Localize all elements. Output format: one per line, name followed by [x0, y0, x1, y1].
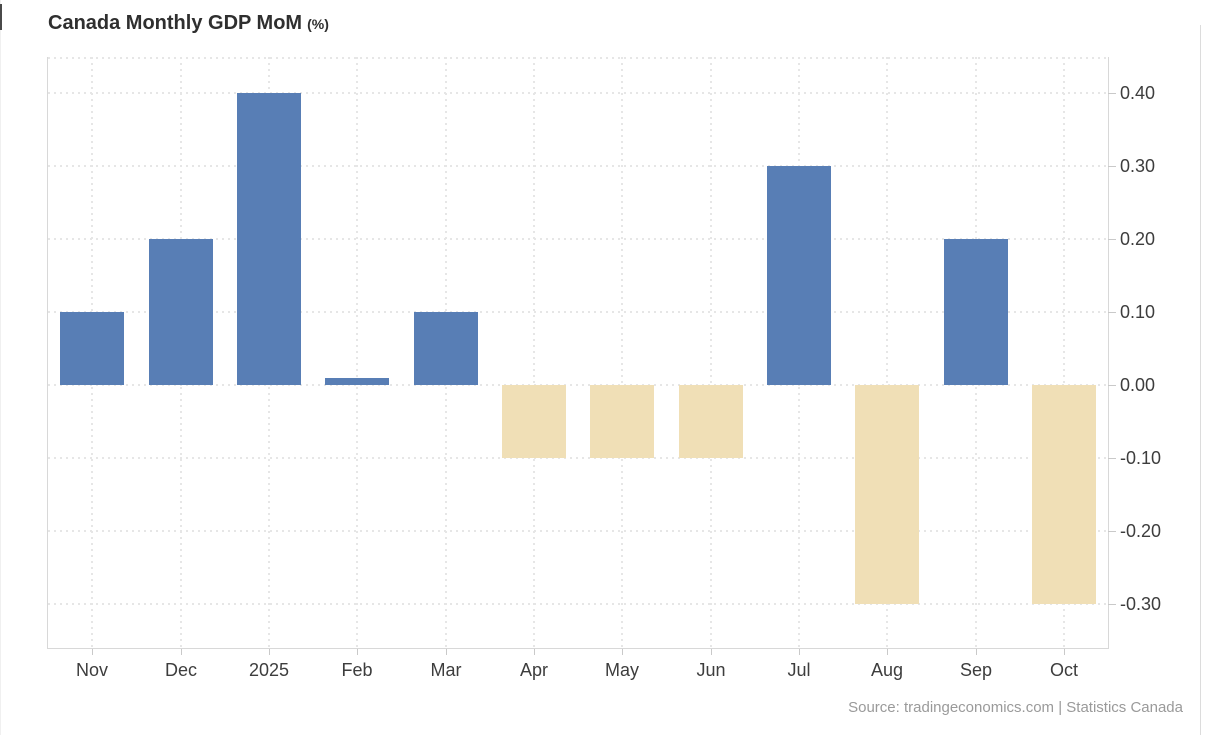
source-attribution: Source: tradingeconomics.com | Statistic…: [848, 699, 1183, 716]
bar-May[interactable]: [590, 385, 654, 458]
x-axis-label: Jul: [787, 660, 811, 680]
y-axis-tick: [1108, 531, 1116, 532]
y-axis-label: -0.10: [1120, 448, 1162, 468]
bar-2025[interactable]: [237, 93, 301, 385]
bar-Nov[interactable]: [60, 312, 124, 385]
y-gridline: [48, 384, 1108, 386]
y-axis-tick: [1108, 239, 1116, 240]
x-axis-label: Apr: [519, 660, 548, 680]
y-axis-tick: [1108, 604, 1116, 605]
chart-title: Canada Monthly GDP MoM (%): [48, 12, 329, 35]
y-gridline: [48, 603, 1108, 605]
y-axis-label: -0.30: [1120, 594, 1162, 614]
x-axis-tick: [181, 649, 182, 655]
y-axis-tick: [1108, 93, 1116, 94]
right-axis-line: [1108, 57, 1109, 648]
bar-Apr[interactable]: [502, 385, 566, 458]
chart-title-unit: (%): [307, 16, 329, 32]
bar-Mar[interactable]: [414, 312, 478, 385]
x-axis-tick: [622, 649, 623, 655]
y-axis-label: 0.10: [1120, 302, 1156, 322]
bar-Jul[interactable]: [767, 166, 831, 385]
y-gridline: [48, 165, 1108, 167]
x-gridline: [621, 57, 623, 648]
x-axis-tick: [799, 649, 800, 655]
bar-Oct[interactable]: [1032, 385, 1096, 604]
left-axis-line: [47, 57, 48, 648]
y-axis-label: 0.00: [1120, 375, 1156, 395]
x-gridline: [886, 57, 888, 648]
bottom-axis-line: [47, 648, 1109, 649]
x-axis-tick: [976, 649, 977, 655]
x-axis-label: Nov: [75, 660, 108, 680]
y-axis-tick: [1108, 458, 1116, 459]
x-gridline: [1063, 57, 1065, 648]
y-gridline: [48, 457, 1108, 459]
x-axis-tick: [887, 649, 888, 655]
y-axis-tick: [1108, 312, 1116, 313]
y-gridline: [48, 311, 1108, 313]
x-axis-label: Aug: [870, 660, 904, 680]
x-axis-label: Oct: [1049, 660, 1078, 680]
bar-Aug[interactable]: [855, 385, 919, 604]
x-gridline: [533, 57, 535, 648]
y-axis-label: 0.20: [1120, 229, 1156, 249]
bar-Sep[interactable]: [944, 239, 1008, 385]
x-axis-tick: [357, 649, 358, 655]
y-axis-label: 0.30: [1120, 156, 1156, 176]
y-axis-label: -0.20: [1120, 521, 1162, 541]
y-gridline: [48, 238, 1108, 240]
x-axis-label: Sep: [959, 660, 993, 680]
x-gridline: [356, 57, 358, 648]
x-axis-tick: [92, 649, 93, 655]
x-axis-label: 2025: [248, 660, 290, 680]
x-axis-tick: [1064, 649, 1065, 655]
y-axis-tick: [1108, 385, 1116, 386]
page-right-border: [1200, 25, 1201, 735]
page-left-border: [0, 0, 1, 735]
x-axis-label: May: [604, 660, 639, 680]
x-axis-tick: [711, 649, 712, 655]
y-gridline: [48, 92, 1108, 94]
bar-Jun[interactable]: [679, 385, 743, 458]
bar-Dec[interactable]: [149, 239, 213, 385]
bar-Feb[interactable]: [325, 378, 389, 385]
x-axis-label: Mar: [430, 660, 462, 680]
window-edge-artifact: [0, 4, 2, 30]
y-axis-label: 0.40: [1120, 83, 1156, 103]
y-gridline: [48, 530, 1108, 532]
x-gridline: [710, 57, 712, 648]
x-axis-label: Feb: [341, 660, 373, 680]
chart-title-text: Canada Monthly GDP MoM: [48, 12, 303, 34]
plot-top-border: [48, 57, 1108, 59]
x-axis-tick: [446, 649, 447, 655]
x-axis-tick: [269, 649, 270, 655]
y-axis-tick: [1108, 166, 1116, 167]
x-axis-label: Dec: [164, 660, 197, 680]
x-axis-label: Jun: [696, 660, 726, 680]
x-axis-tick: [534, 649, 535, 655]
